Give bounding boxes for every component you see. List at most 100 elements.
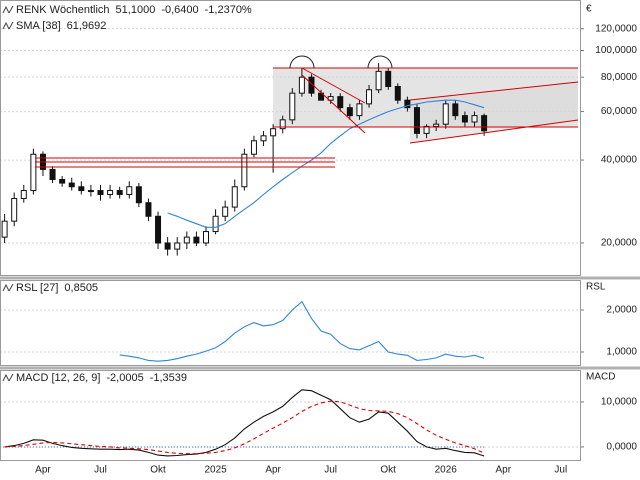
marks: [1, 63, 488, 457]
candle-body: [250, 140, 257, 155]
x-tick-label: Okt: [150, 465, 166, 476]
header-text: 0,8505: [64, 282, 98, 294]
indicator-icon: [2, 21, 14, 30]
x-tick-label: Jul: [94, 465, 107, 476]
candle-body: [145, 202, 152, 217]
candle-body: [193, 236, 200, 244]
candle-body: [11, 198, 18, 222]
candle-body: [59, 179, 66, 184]
candle-body: [433, 123, 440, 127]
y-tick-label: 120,0000: [595, 23, 637, 34]
candle-body: [231, 186, 238, 208]
candle-body: [135, 186, 142, 204]
line-series: [167, 99, 485, 228]
legend-value: 61,9692: [67, 20, 107, 32]
x-tick-label: Apr: [265, 465, 281, 476]
x-tick-label: 2026: [435, 465, 458, 476]
annotations-back: [273, 68, 578, 143]
trend-line: [301, 67, 366, 104]
frames: [0, 0, 640, 461]
line-series: [119, 300, 485, 362]
candle-body: [461, 115, 468, 123]
y-tick-label: 10,0000: [601, 397, 638, 408]
indicator-icon: [2, 283, 14, 292]
y-tick-label: 100,0000: [595, 45, 637, 56]
y-tick-label: 20,0000: [601, 238, 638, 249]
candle-body: [327, 96, 334, 101]
indicator-icon: [2, 5, 14, 14]
x-tick-label: Okt: [380, 465, 396, 476]
x-tick-label: Apr: [35, 465, 51, 476]
candle-body: [337, 96, 344, 109]
candle-body: [174, 242, 181, 250]
trend-line: [409, 119, 579, 144]
candle-body: [107, 190, 114, 195]
candle-body: [308, 76, 315, 94]
candle-body: [222, 206, 229, 217]
candle-body: [452, 103, 459, 117]
axis-label: MACD: [586, 372, 615, 383]
header-text: 51,1000: [116, 4, 156, 16]
y-tick-label: 0,0000: [606, 442, 637, 453]
candle-body: [394, 85, 401, 101]
legend-name: SMA [38]: [16, 20, 61, 32]
y-tick-label: 1,0000: [606, 347, 637, 358]
candle-body: [116, 190, 123, 195]
candle-body: [279, 119, 286, 130]
y-tick-label: 80,0000: [601, 72, 638, 83]
candle-body: [366, 89, 373, 105]
panel-frame: [0, 280, 581, 366]
candle-body: [356, 103, 363, 117]
candle-body: [78, 186, 85, 192]
y-tick-label: 2,0000: [606, 305, 637, 316]
candle-body: [20, 190, 27, 200]
candle-body: [164, 242, 171, 250]
candle-body: [298, 76, 305, 94]
x-tick-label: 2025: [204, 465, 227, 476]
candle-body: [385, 70, 392, 87]
y-tick-label: 40,0000: [601, 155, 638, 166]
candle-body: [270, 128, 277, 137]
line-series: [4, 400, 485, 455]
candle-body: [289, 92, 296, 121]
y-tick-label: 60,0000: [601, 106, 638, 117]
candle-body: [481, 115, 488, 132]
top-arc: [289, 55, 315, 69]
header-text: RSL [27]: [16, 282, 58, 294]
x-tick-label: Apr: [495, 465, 511, 476]
header-text: MACD [12, 26, 9]: [16, 372, 100, 384]
candle-body: [404, 99, 411, 109]
candle-body: [346, 107, 353, 117]
candle-body: [126, 186, 133, 195]
candle-body: [423, 125, 430, 134]
axis-label: RSL: [586, 282, 606, 293]
x-tick-label: Jul: [554, 465, 567, 476]
trend-line: [409, 81, 579, 101]
annotations: [2, 5, 579, 382]
candle-body: [183, 236, 190, 244]
candle-body: [1, 220, 8, 238]
candle-body: [30, 153, 37, 192]
candle-body: [471, 115, 478, 123]
trend-line: [301, 74, 366, 134]
indicator-icon: [2, 373, 14, 382]
candle-body: [49, 168, 56, 181]
header-text: -0,6400: [161, 4, 198, 16]
candle-body: [413, 107, 420, 134]
candle-body: [155, 215, 162, 244]
panel-frame: [0, 370, 581, 461]
candle-body: [260, 135, 267, 142]
panel-frame: [0, 0, 581, 276]
header-text: -2,0005: [106, 372, 143, 384]
candle-body: [202, 231, 209, 244]
line-series: [4, 389, 485, 457]
candle-body: [87, 190, 94, 193]
candle-body: [212, 215, 219, 233]
header-text: -1,2370%: [205, 4, 252, 16]
candle-body: [442, 103, 449, 125]
top-arc: [367, 55, 393, 69]
candle-body: [241, 153, 248, 188]
candle-body: [375, 70, 382, 91]
candle-body: [97, 190, 104, 195]
